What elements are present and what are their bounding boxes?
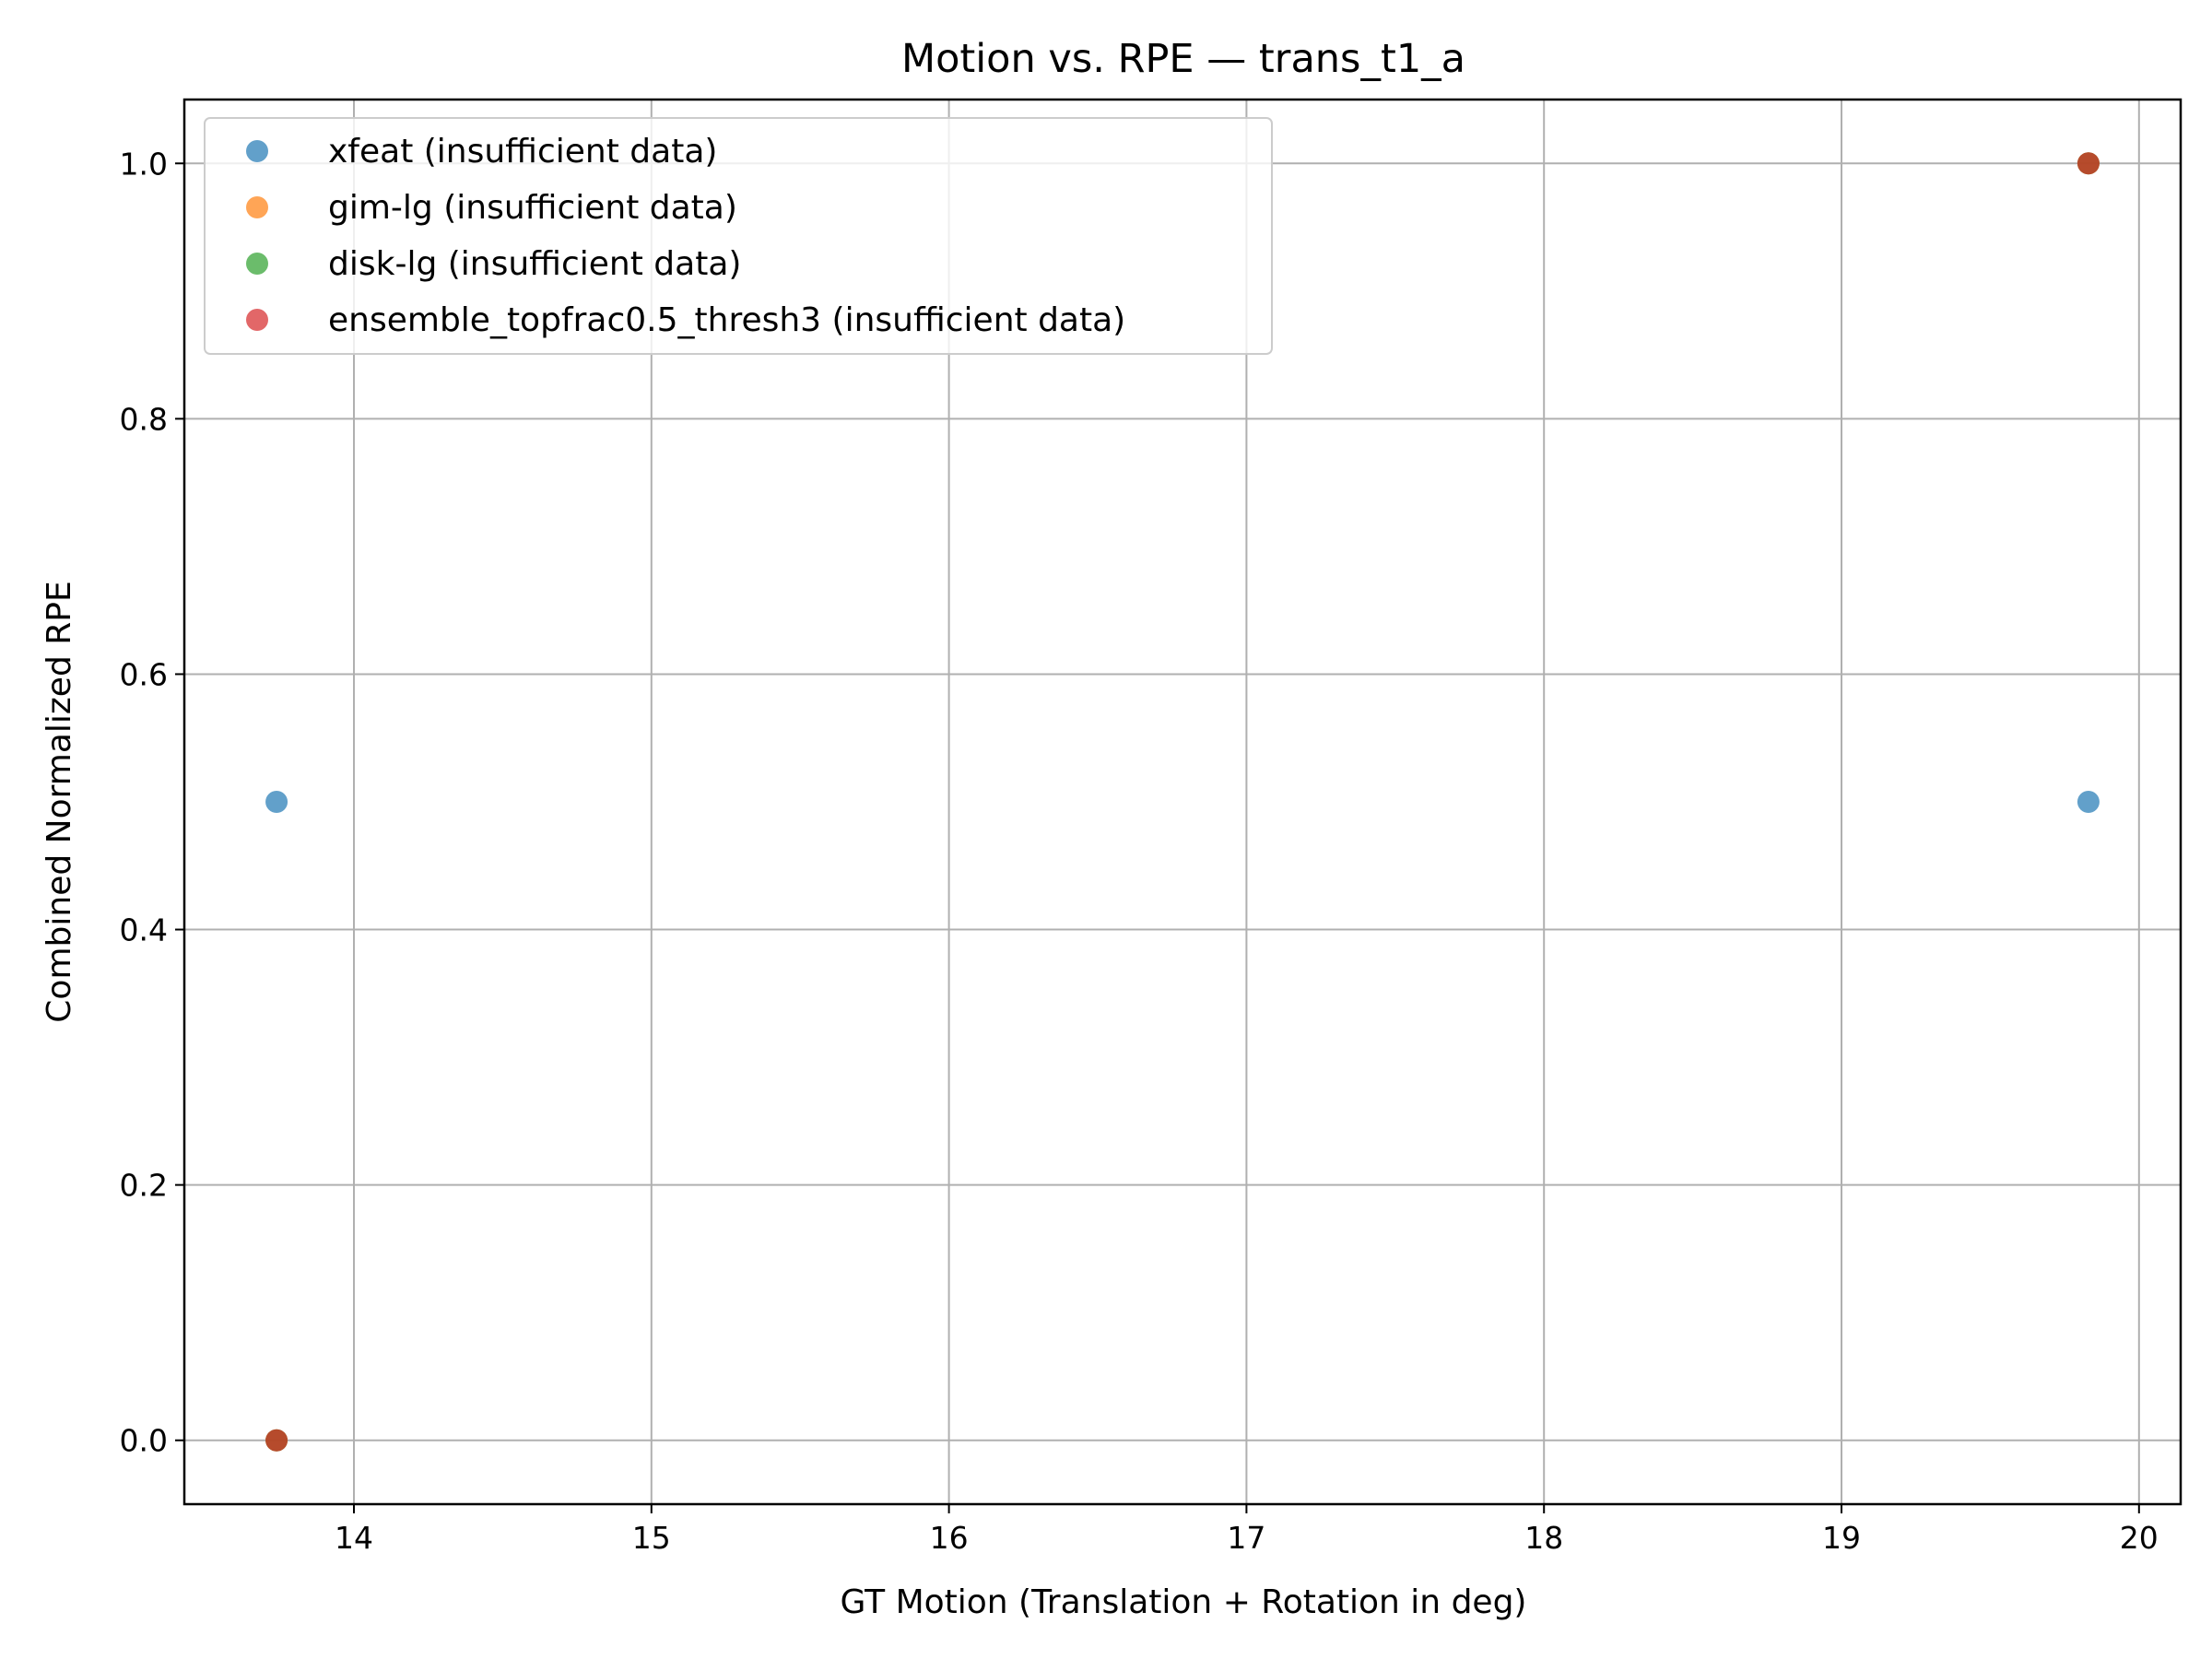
x-tick-label: 15 xyxy=(632,1520,671,1556)
x-tick-label: 18 xyxy=(1524,1520,1563,1556)
data-points xyxy=(265,152,2100,1452)
y-tick-label: 0.6 xyxy=(120,656,168,692)
x-tick-label: 20 xyxy=(2120,1520,2159,1556)
x-tick-label: 17 xyxy=(1227,1520,1265,1556)
legend-label-xfeat: xfeat (insufficient data) xyxy=(328,133,717,171)
x-axis-label: GT Motion (Translation + Rotation in deg… xyxy=(841,1583,1527,1621)
legend: xfeat (insufficient data) gim-lg (insuff… xyxy=(204,117,1273,355)
y-tick-label: 0.2 xyxy=(120,1168,168,1204)
y-axis-label: Combined Normalized RPE xyxy=(41,581,78,1022)
scatter-point-series-0 xyxy=(265,791,288,813)
y-tick-label: 0.0 xyxy=(120,1423,168,1459)
y-tick-label: 0.8 xyxy=(120,401,168,437)
x-tick-label: 16 xyxy=(930,1520,969,1556)
legend-label-gim-lg: gim-lg (insufficient data) xyxy=(328,189,737,227)
plot-frame xyxy=(182,98,2183,1506)
scatter-point-series-3 xyxy=(265,1429,288,1452)
legend-box xyxy=(204,117,1273,355)
scatter-point-series-3 xyxy=(2077,152,2100,175)
y-tick-label: 1.0 xyxy=(120,146,168,182)
chart-title: Motion vs. RPE — trans_t1_a xyxy=(901,36,1465,82)
legend-marker-gim-lg xyxy=(246,196,268,218)
legend-label-disk-lg: disk-lg (insufficient data) xyxy=(328,245,741,283)
legend-label-ensemble: ensemble_topfrac0.5_thresh3 (insufficien… xyxy=(328,301,1125,339)
y-tick-label: 0.4 xyxy=(120,912,168,948)
axis-ticks: 14 15 16 17 18 19 20 0.0 0.2 0.4 0.6 0.8 1.0 xyxy=(120,146,2159,1556)
legend-marker-ensemble xyxy=(246,309,268,331)
legend-marker-xfeat xyxy=(246,140,268,162)
legend-marker-disk-lg xyxy=(246,253,268,275)
x-tick-label: 14 xyxy=(335,1520,373,1556)
x-tick-label: 19 xyxy=(1822,1520,1861,1556)
scatter-point-series-0 xyxy=(2077,791,2100,813)
